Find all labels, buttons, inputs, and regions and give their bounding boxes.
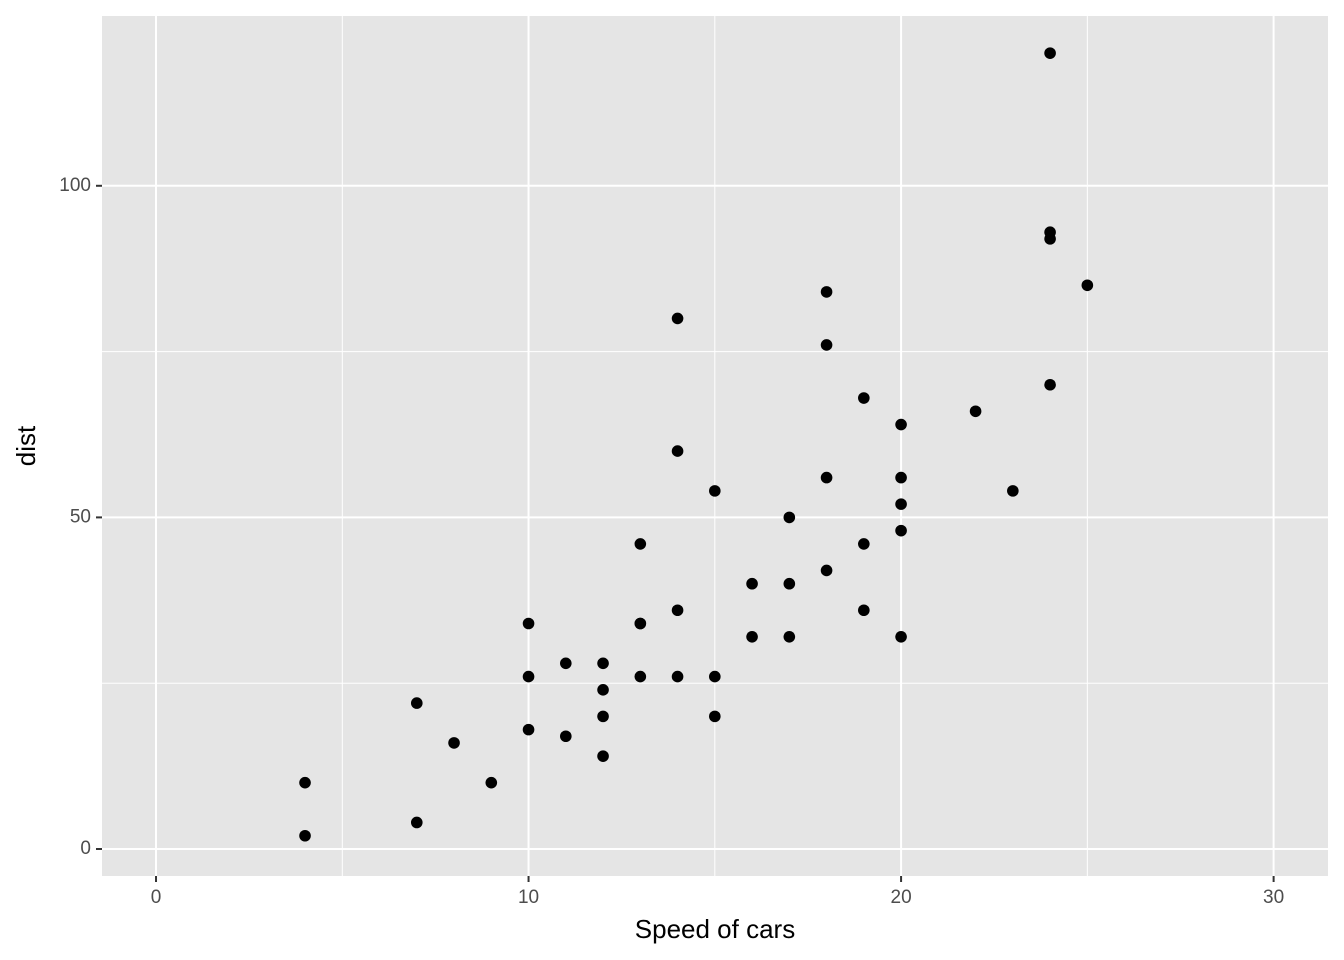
y-tick-label: 100 bbox=[59, 175, 91, 196]
point bbox=[895, 418, 907, 431]
point bbox=[746, 577, 758, 590]
point bbox=[634, 538, 647, 550]
point bbox=[299, 776, 311, 789]
point bbox=[1081, 279, 1094, 292]
point bbox=[597, 684, 609, 696]
grid bbox=[102, 16, 1328, 876]
point bbox=[709, 485, 721, 497]
point bbox=[597, 750, 609, 762]
point bbox=[671, 670, 684, 683]
point bbox=[895, 471, 907, 484]
point bbox=[783, 630, 796, 643]
x-tick-label: 20 bbox=[891, 887, 912, 908]
point bbox=[709, 670, 721, 683]
point bbox=[820, 339, 833, 351]
point bbox=[820, 286, 833, 298]
point bbox=[410, 697, 423, 709]
point bbox=[783, 577, 796, 590]
point bbox=[820, 564, 833, 577]
point bbox=[709, 710, 721, 723]
point bbox=[671, 312, 684, 325]
point bbox=[969, 405, 982, 418]
point bbox=[522, 670, 535, 683]
point bbox=[634, 670, 647, 683]
x-tick-label: 30 bbox=[1263, 887, 1284, 908]
point bbox=[485, 776, 498, 789]
point bbox=[634, 617, 647, 630]
point bbox=[820, 471, 833, 484]
x-tick-label: 0 bbox=[151, 887, 162, 908]
point bbox=[858, 604, 870, 617]
point bbox=[299, 829, 311, 842]
point bbox=[858, 538, 870, 550]
point bbox=[746, 630, 758, 643]
point bbox=[560, 657, 572, 670]
y-axis-label: dist bbox=[11, 425, 41, 466]
y-tick-label: 50 bbox=[70, 506, 91, 527]
point bbox=[522, 617, 535, 630]
point bbox=[410, 816, 423, 829]
point bbox=[597, 657, 609, 670]
point bbox=[895, 498, 907, 510]
point bbox=[1044, 226, 1056, 239]
point bbox=[448, 737, 460, 749]
point bbox=[522, 723, 535, 736]
x-tick-label: 10 bbox=[518, 887, 539, 908]
points bbox=[299, 47, 1094, 842]
point bbox=[560, 730, 572, 743]
x-axis-label: Speed of cars bbox=[635, 914, 795, 944]
point bbox=[597, 710, 609, 723]
point bbox=[858, 392, 870, 404]
point bbox=[895, 630, 907, 643]
point bbox=[1044, 378, 1056, 391]
point bbox=[671, 604, 684, 617]
point bbox=[1007, 485, 1019, 497]
point bbox=[671, 445, 684, 457]
point bbox=[895, 524, 907, 537]
y-tick-label: 0 bbox=[80, 838, 91, 859]
point bbox=[783, 511, 796, 524]
point bbox=[1044, 47, 1056, 59]
